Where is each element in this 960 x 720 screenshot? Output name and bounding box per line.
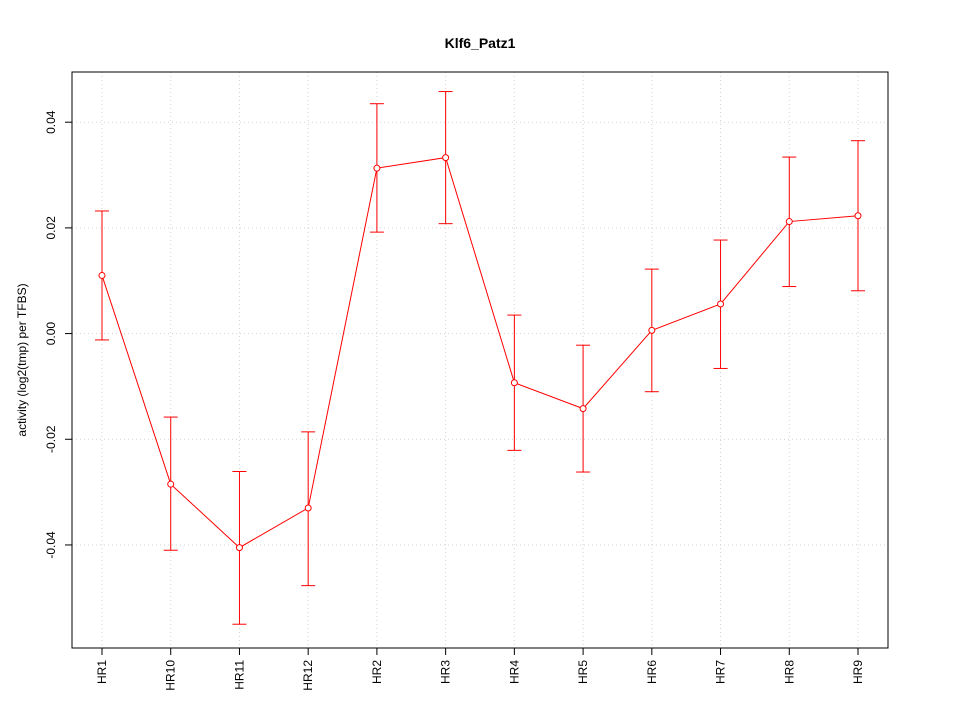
data-point xyxy=(442,154,450,162)
data-point xyxy=(510,379,518,387)
y-tick-label: -0.04 xyxy=(44,531,58,559)
data-point xyxy=(854,212,862,220)
x-tick-label: HR5 xyxy=(576,660,590,684)
plot-frame xyxy=(71,71,889,649)
x-tick-label: HR1 xyxy=(95,660,109,684)
x-tick-label: HR4 xyxy=(507,660,521,684)
series xyxy=(95,91,865,625)
data-point xyxy=(235,544,243,552)
x-tick-label: HR2 xyxy=(370,660,384,684)
grid xyxy=(72,72,888,648)
y-tick-label: 0.02 xyxy=(44,216,58,240)
y-tick-label: -0.02 xyxy=(44,425,58,453)
x-tick-label: HR9 xyxy=(851,660,865,684)
data-point xyxy=(373,164,381,172)
data-point xyxy=(304,504,312,512)
data-point xyxy=(717,300,725,308)
x-tick-label: HR12 xyxy=(301,660,315,691)
data-point xyxy=(579,405,587,413)
x-tick-label: HR10 xyxy=(164,660,178,691)
y-tick-label: 0.04 xyxy=(44,110,58,134)
x-tick-label: HR3 xyxy=(439,660,453,684)
x-tick-label: HR6 xyxy=(645,660,659,684)
chart-title: Klf6_Patz1 xyxy=(445,35,516,51)
series-line xyxy=(101,157,859,549)
x-tick-label: HR8 xyxy=(782,660,796,684)
x-tick-label: HR11 xyxy=(232,660,246,690)
data-point xyxy=(167,480,175,488)
data-point xyxy=(648,326,656,334)
axes: HR1 HR10 HR11 HR12 HR2 HR3 HR4 HR5 HR6 HR7 HR8 HR9 -… xyxy=(44,71,889,691)
data-point xyxy=(98,271,106,279)
x-tick-label: HR7 xyxy=(714,660,728,684)
y-axis-label: activity (log2(tmp) per TFBS) xyxy=(15,283,29,436)
y-tick-label: 0.00 xyxy=(44,322,58,346)
data-point xyxy=(785,218,793,226)
